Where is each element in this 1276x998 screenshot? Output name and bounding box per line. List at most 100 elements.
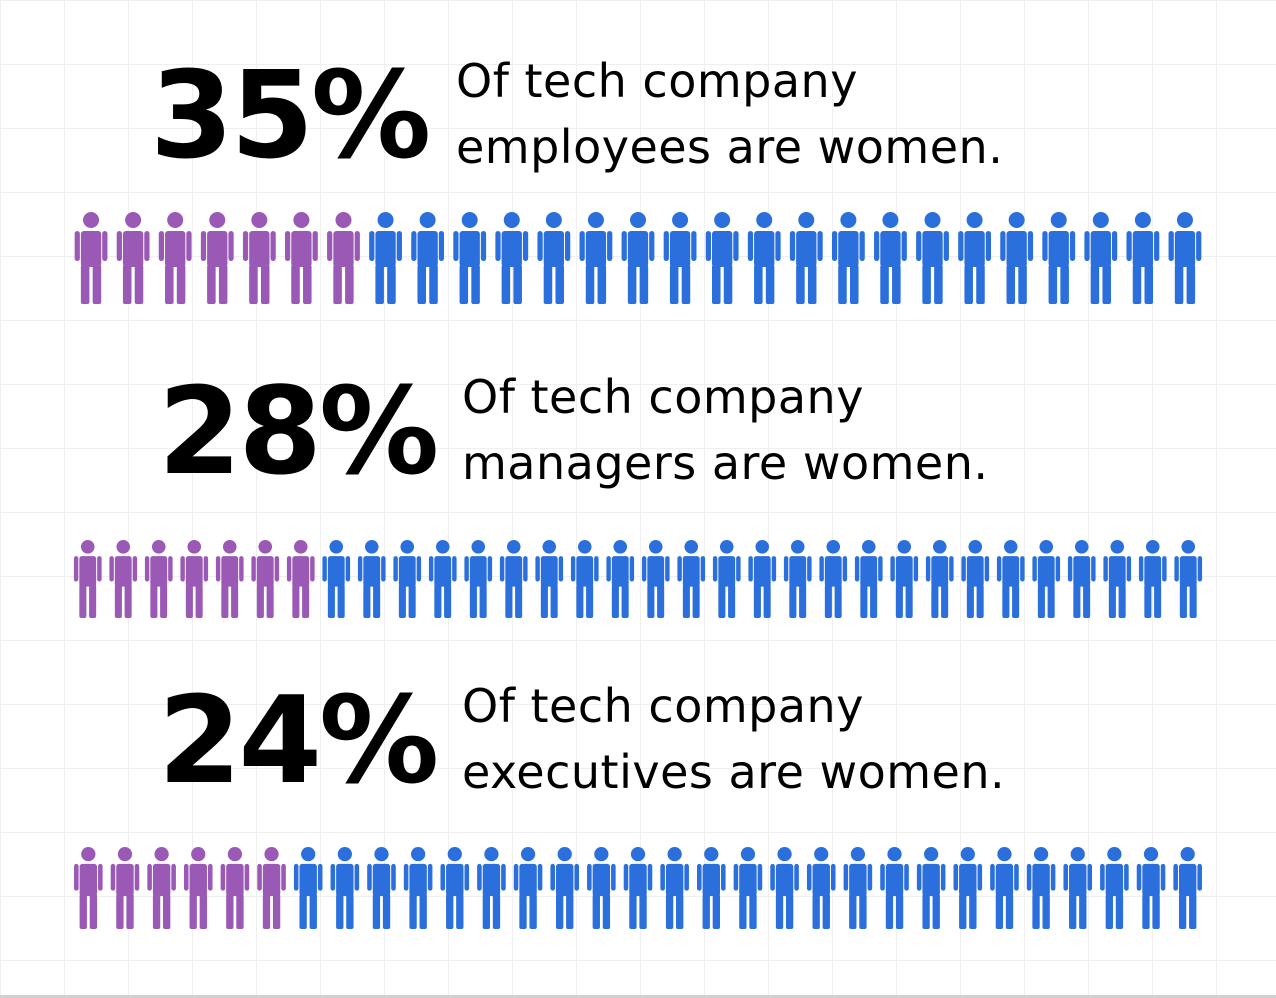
person-icon xyxy=(961,540,990,618)
person-icon xyxy=(357,540,386,618)
person-icon xyxy=(789,212,823,304)
person-icon xyxy=(477,847,506,929)
person-icon xyxy=(831,212,865,304)
person-icon xyxy=(440,847,470,929)
person-icon xyxy=(641,540,670,618)
person-icon-highlighted xyxy=(180,540,209,618)
person-icon xyxy=(783,540,812,618)
person-icon xyxy=(322,540,351,618)
person-icon-highlighted xyxy=(200,212,234,304)
person-icon xyxy=(663,212,697,304)
person-icon xyxy=(733,847,763,929)
stat-percent: 35% xyxy=(150,47,431,186)
caption-line-1: Of tech company xyxy=(456,54,858,108)
person-icon xyxy=(996,540,1025,618)
person-icon xyxy=(1084,212,1118,304)
stat-caption: Of tech company managers are women. xyxy=(462,364,989,496)
person-icon xyxy=(1173,847,1202,929)
person-icon-highlighted xyxy=(144,540,173,618)
person-icon-highlighted xyxy=(73,540,102,618)
person-icon xyxy=(1026,847,1056,929)
person-icon-highlighted xyxy=(109,540,138,618)
caption-line-1: Of tech company xyxy=(462,679,864,733)
person-icon xyxy=(513,847,543,929)
person-icon xyxy=(925,540,954,618)
person-icon-highlighted xyxy=(251,540,280,618)
caption-line-2: employees are women. xyxy=(456,120,1004,174)
person-icon xyxy=(464,540,493,618)
person-icon xyxy=(660,847,689,929)
person-icon xyxy=(916,212,949,304)
stat-caption: Of tech company employees are women. xyxy=(456,48,1003,180)
person-icon xyxy=(1067,540,1096,618)
person-icon xyxy=(747,212,781,304)
person-row xyxy=(74,212,1202,304)
person-icon xyxy=(677,540,706,618)
person-icon xyxy=(770,847,799,929)
person-icon xyxy=(453,212,487,304)
person-icon xyxy=(953,847,983,929)
stat-percent: 28% xyxy=(158,363,439,502)
person-icon xyxy=(403,847,433,929)
person-icon xyxy=(854,540,883,618)
person-icon xyxy=(712,540,741,618)
person-icon xyxy=(1032,540,1061,618)
person-icon xyxy=(1168,212,1202,304)
stat-percent: 24% xyxy=(158,672,439,811)
person-icon xyxy=(806,847,836,929)
person-icon xyxy=(819,540,848,618)
person-icon xyxy=(874,212,907,304)
person-icon-highlighted xyxy=(215,540,244,618)
person-icon xyxy=(1100,847,1129,929)
person-icon xyxy=(705,212,739,304)
person-icon xyxy=(843,847,873,929)
person-icon xyxy=(495,212,529,304)
person-icon-highlighted xyxy=(220,847,250,929)
person-icon-highlighted xyxy=(158,212,192,304)
person-icon xyxy=(537,212,571,304)
caption-line-2: managers are women. xyxy=(462,436,989,490)
bottom-rule xyxy=(0,995,1276,998)
person-icon xyxy=(570,540,599,618)
person-icon xyxy=(393,540,422,618)
person-icon xyxy=(696,847,726,929)
person-icon xyxy=(587,847,616,929)
person-icon-highlighted xyxy=(74,212,108,304)
person-icon xyxy=(1103,540,1132,618)
person-icon xyxy=(411,212,445,304)
person-icon xyxy=(621,212,655,304)
person-icon-highlighted xyxy=(327,212,360,304)
person-icon xyxy=(330,847,360,929)
person-icon xyxy=(1174,540,1203,618)
person-row xyxy=(74,847,1202,929)
person-icon xyxy=(958,212,992,304)
person-icon xyxy=(293,847,323,929)
person-icon xyxy=(579,212,613,304)
person-icon xyxy=(499,540,528,618)
person-icon-highlighted xyxy=(74,847,103,929)
person-icon xyxy=(1126,212,1160,304)
person-row xyxy=(73,540,1203,618)
person-icon-highlighted xyxy=(116,212,150,304)
person-icon-highlighted xyxy=(286,540,315,618)
person-icon xyxy=(1138,540,1167,618)
caption-line-1: Of tech company xyxy=(462,370,864,424)
person-icon xyxy=(428,540,457,618)
person-icon-highlighted xyxy=(183,847,213,929)
person-icon-highlighted xyxy=(110,847,140,929)
person-icon-highlighted xyxy=(257,847,286,929)
caption-line-2: executives are women. xyxy=(462,745,1006,799)
person-icon-highlighted xyxy=(284,212,318,304)
person-icon-highlighted xyxy=(147,847,176,929)
person-icon xyxy=(550,847,580,929)
person-icon xyxy=(367,847,396,929)
person-icon xyxy=(369,212,402,304)
person-icon xyxy=(1000,212,1034,304)
person-icon xyxy=(1063,847,1093,929)
person-icon xyxy=(623,847,653,929)
person-icon-highlighted xyxy=(242,212,276,304)
person-icon xyxy=(748,540,777,618)
person-icon xyxy=(880,847,909,929)
person-icon xyxy=(1136,847,1166,929)
stat-caption: Of tech company executives are women. xyxy=(462,673,1005,805)
